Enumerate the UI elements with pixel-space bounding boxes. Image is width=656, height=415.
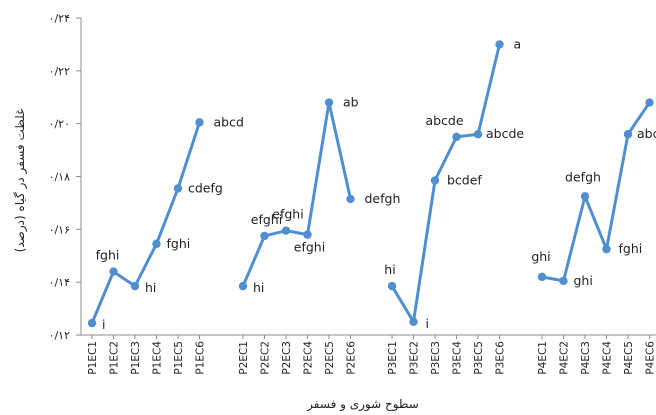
data-point <box>387 281 397 291</box>
data-label: ghi <box>531 249 550 264</box>
x-tick-label: P2EC4 <box>303 341 315 375</box>
series-line <box>90 120 201 325</box>
data-label: bcdef <box>447 172 482 187</box>
x-tick-label: P1EC6 <box>195 341 207 375</box>
x-tick-label: P4EC6 <box>645 341 656 375</box>
data-label: ab <box>343 95 359 110</box>
data-point <box>602 244 611 254</box>
data-point <box>173 184 183 193</box>
data-label: fghi <box>619 241 643 256</box>
x-tick-label: P2EC2 <box>260 341 272 375</box>
x-tick-label: P1EC5 <box>173 341 185 375</box>
y-tick-label: ۰/۱۶ <box>49 223 70 236</box>
data-point <box>281 226 291 235</box>
data-point <box>260 231 269 241</box>
data-point <box>430 176 440 185</box>
y-tick-label: ۰/۱۲ <box>49 329 71 342</box>
data-point <box>195 118 204 127</box>
y-axis-title: غلظت فسفر در گیاه (درصد) <box>13 109 28 253</box>
data-label: abcde <box>425 113 463 128</box>
data-label: abcd <box>214 114 244 129</box>
series-line <box>241 101 352 288</box>
x-tick-label: P4EC4 <box>602 341 614 375</box>
x-tick-label: P1EC3 <box>130 341 142 375</box>
data-point <box>238 281 248 291</box>
data-point <box>303 230 312 239</box>
x-tick-label: P3EC6 <box>495 341 507 375</box>
data-label: cdefg <box>188 180 223 195</box>
series-line <box>390 42 501 324</box>
x-tick-label: P2EC6 <box>346 341 358 375</box>
data-label: defgh <box>365 191 401 206</box>
x-tick-label: P2EC5 <box>324 341 336 375</box>
x-tick-label: P2EC3 <box>281 341 293 375</box>
y-tick-label: ۰/۲۲ <box>49 65 71 78</box>
data-point <box>580 192 590 201</box>
data-point <box>109 267 118 276</box>
data-label: defgh <box>565 169 601 184</box>
x-tick-label: P3EC4 <box>452 341 464 375</box>
x-tick-label: P1EC2 <box>109 341 121 375</box>
y-tick-label: ۰/۲۰ <box>49 118 70 131</box>
data-label: efghi <box>294 240 325 255</box>
x-tick-label: P3EC5 <box>473 341 485 375</box>
data-point <box>452 132 461 142</box>
data-label: abc <box>637 126 656 141</box>
data-point <box>623 130 633 139</box>
data-point <box>130 281 140 291</box>
data-point <box>346 194 355 204</box>
y-tick-label: ۰/۲۴ <box>49 12 71 25</box>
data-point <box>409 317 418 326</box>
data-point <box>324 98 334 107</box>
data-point <box>559 276 568 286</box>
data-label: hi <box>253 280 264 295</box>
x-tick-label: P4EC1 <box>537 341 549 375</box>
x-axis-title: سطوح شوری و فسفر <box>306 397 419 412</box>
data-label: hi <box>145 280 156 295</box>
data-label: fghi <box>96 248 120 263</box>
x-tick-label: P3EC1 <box>387 341 399 375</box>
data-point <box>473 130 483 139</box>
data-point <box>152 239 161 249</box>
data-label: a <box>514 36 522 51</box>
y-tick-label: ۰/۱۸ <box>49 171 71 184</box>
x-tick-label: P1EC4 <box>152 341 164 375</box>
x-tick-label: P1EC1 <box>87 341 99 375</box>
data-point <box>495 40 504 49</box>
data-label: i <box>426 316 429 331</box>
data-point <box>87 318 97 328</box>
x-tick-label: P4EC3 <box>580 341 592 375</box>
data-label: i <box>102 317 105 332</box>
x-tick-label: P4EC5 <box>623 341 635 375</box>
x-tick-label: P3EC2 <box>409 341 421 375</box>
y-tick-label: ۰/۱۴ <box>49 276 71 289</box>
x-tick-label: P2EC1 <box>238 341 250 375</box>
x-tick-label: P4EC2 <box>559 341 571 375</box>
data-point <box>537 272 547 282</box>
data-label: efghi <box>272 207 303 222</box>
data-label: ghi <box>574 273 593 288</box>
x-tick-label: P3EC3 <box>430 341 442 375</box>
data-point <box>645 98 654 107</box>
data-label: efghi <box>251 212 282 227</box>
data-label: fghi <box>167 236 191 251</box>
data-label: abcde <box>486 126 524 141</box>
data-label: hi <box>384 262 395 277</box>
